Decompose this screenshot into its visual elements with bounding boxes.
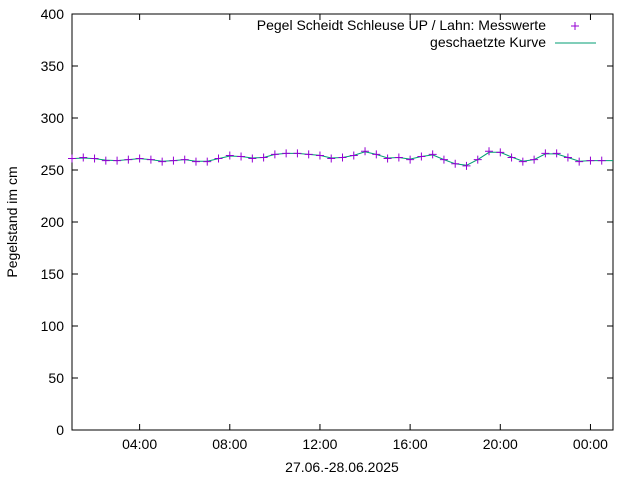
measured-point <box>473 155 482 164</box>
measured-point <box>597 156 606 165</box>
measured-point <box>541 149 550 158</box>
measured-point <box>79 153 88 162</box>
y-tick-label: 150 <box>41 266 65 282</box>
y-tick-label: 50 <box>48 370 64 386</box>
measured-point <box>124 155 133 164</box>
measured-point <box>214 154 223 163</box>
measured-point <box>563 153 572 162</box>
measured-point <box>485 147 494 156</box>
axes: 0 50 100 150 200 250 300 350 400 04:00 08:00 12:00 1… <box>41 6 614 452</box>
measured-point <box>101 156 110 165</box>
measured-point <box>146 155 155 164</box>
measured-point <box>203 157 212 166</box>
plot-border <box>71 13 614 431</box>
y-tick-label: 300 <box>41 110 65 126</box>
y-tick-label: 250 <box>41 162 65 178</box>
measured-point <box>158 157 167 166</box>
y-tick-label: 100 <box>41 318 65 334</box>
measured-point <box>439 155 448 164</box>
measured-point <box>417 152 426 161</box>
measured-point <box>338 153 347 162</box>
measured-point <box>259 153 268 162</box>
measured-point <box>315 151 324 160</box>
measured-point <box>530 155 539 164</box>
x-tick-label: 20:00 <box>483 436 518 452</box>
measured-point <box>68 154 76 163</box>
measured-point <box>575 157 584 166</box>
legend-label-fitted: geschaetzte Kurve <box>430 34 546 50</box>
measured-point <box>518 157 527 166</box>
legend-label-measured: Pegel Scheidt Schleuse UP / Lahn: Messwe… <box>257 17 546 33</box>
measured-point <box>372 150 381 159</box>
measured-point <box>293 149 302 158</box>
y-tick-label: 0 <box>56 422 64 438</box>
measured-point <box>191 157 200 166</box>
measured-point <box>394 153 403 162</box>
legend-marker-measured <box>571 22 579 30</box>
measured-point <box>552 149 561 158</box>
plot-area <box>68 147 613 170</box>
y-axis-label: Pegelstand im cm <box>4 166 20 277</box>
measured-point <box>180 155 189 164</box>
y-tick-label: 200 <box>41 214 65 230</box>
measured-point <box>451 159 460 168</box>
measured-point <box>270 150 279 159</box>
y-tick-label: 350 <box>41 58 65 74</box>
measured-point <box>282 149 291 158</box>
measured-point <box>327 154 336 163</box>
measured-point <box>113 156 122 165</box>
measured-point <box>349 151 358 160</box>
measured-point <box>90 154 99 163</box>
measured-point <box>586 156 595 165</box>
measured-point <box>304 150 313 159</box>
measured-point <box>237 152 246 161</box>
x-tick-label: 16:00 <box>393 436 428 452</box>
measured-point <box>169 156 178 165</box>
measured-point <box>462 161 471 170</box>
legend: Pegel Scheidt Schleuse UP / Lahn: Messwe… <box>257 17 596 50</box>
measured-point <box>225 151 234 160</box>
x-tick-label: 00:00 <box>573 436 608 452</box>
measured-point <box>248 154 257 163</box>
y-tick-label: 400 <box>41 6 65 22</box>
measured-point <box>496 148 505 157</box>
measured-point <box>135 154 144 163</box>
x-tick-label: 12:00 <box>302 436 337 452</box>
measured-point <box>428 150 437 159</box>
measured-point <box>383 154 392 163</box>
x-tick-label: 04:00 <box>122 436 157 452</box>
x-tick-label: 08:00 <box>212 436 247 452</box>
x-axis-label: 27.06.-28.06.2025 <box>285 459 399 475</box>
measured-point <box>406 155 415 164</box>
measured-point <box>361 147 370 156</box>
measured-point <box>507 153 516 162</box>
